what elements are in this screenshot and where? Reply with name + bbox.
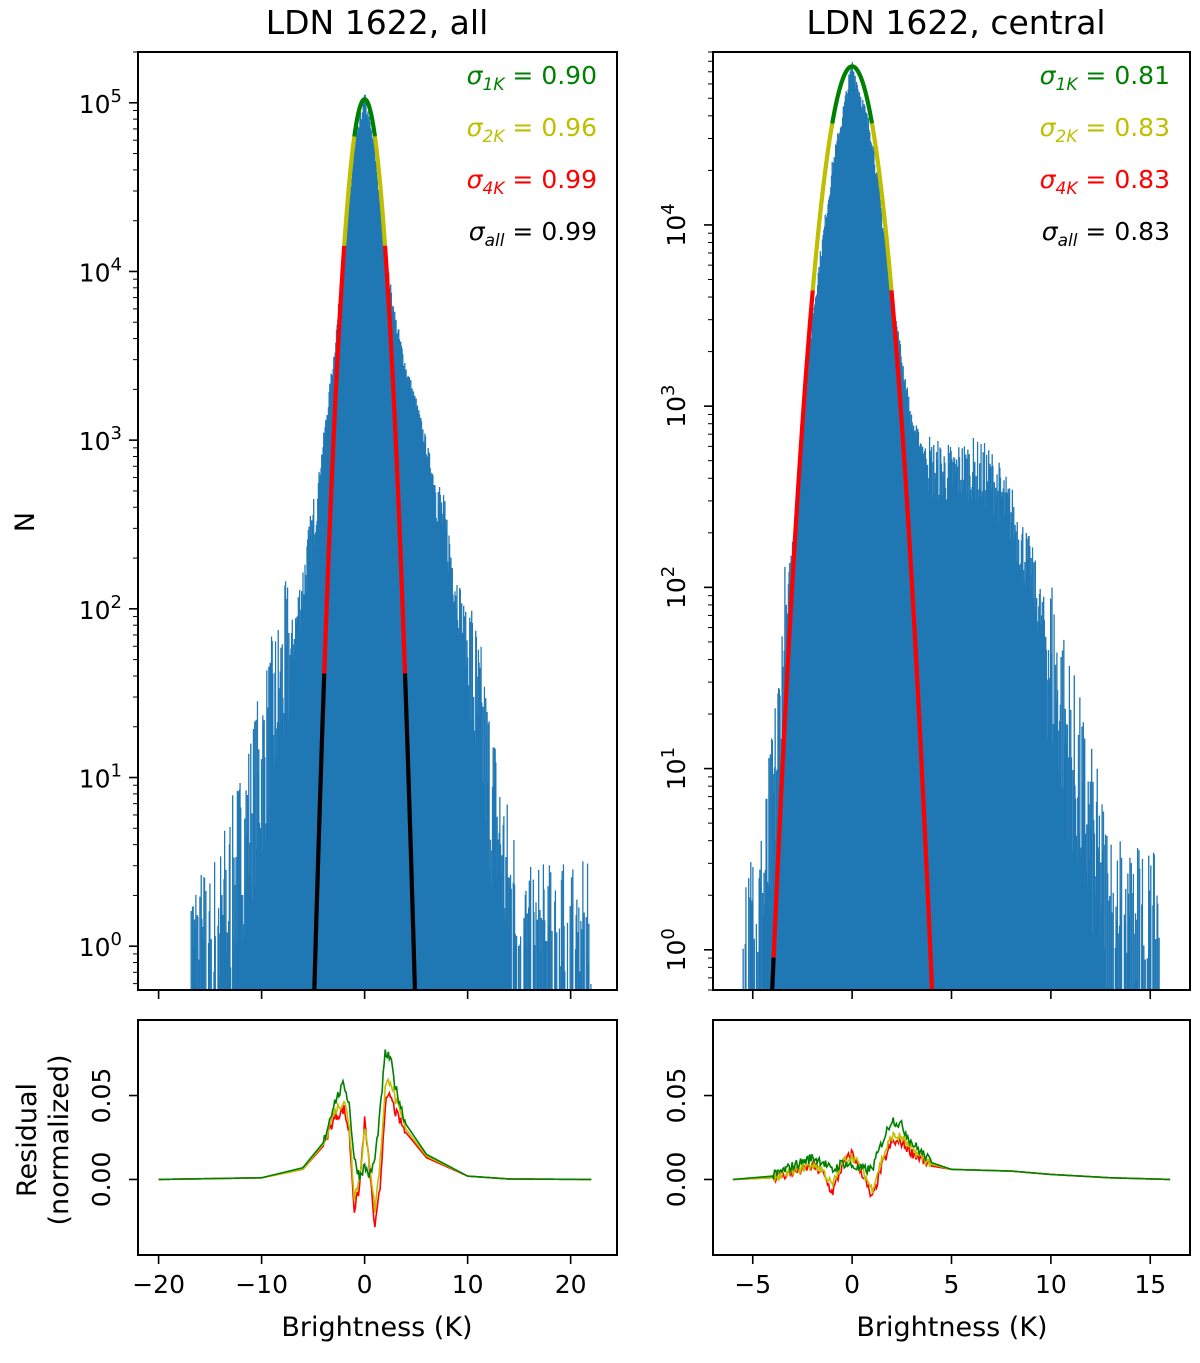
residual-panel-all: −20 −10 0 10 20 0.00 0.05 (87, 1019, 618, 1299)
hist-all-bars (189, 94, 592, 990)
histogram-central: 100 101 102 103 104 σ1K = 0.81 σ2K = 0.83 σ4K =… (658, 51, 1191, 999)
residual-residual_central-line-2K (732, 1131, 1171, 1194)
hist-central-fit-segment (830, 64, 875, 124)
panel-all: LDN 1622, all 100 101 102 103 104 105 σ1K = 0.… (79, 3, 618, 999)
hist-all-frame (137, 51, 618, 991)
residual-residual_all-ytick-label: 0.05 (87, 1068, 116, 1124)
residual-residual_central-xtick-label: −5 (734, 1270, 771, 1299)
hist-all-fit-segment (352, 97, 378, 137)
x-axis-label-central: Brightness (K) (856, 1312, 1047, 1343)
residual-residual_all-line-1K (158, 1049, 592, 1181)
residual-residual_all-lines (158, 1049, 592, 1228)
hist-all-ytick-label: 100 (79, 929, 122, 962)
panel-central: LDN 1622, central 100 101 102 103 104 σ1K = 0… (658, 3, 1191, 999)
residual-residual_central-ytick-label: 0.05 (662, 1068, 691, 1124)
residual-residual_central-lines (732, 1117, 1171, 1198)
hist-all-ytick-label: 105 (79, 86, 122, 119)
hist-all-sigma-annotation: σ4K = 0.99 (467, 165, 597, 199)
hist-all-fit-segment (402, 673, 418, 990)
hist-central-ytick-label: 101 (658, 747, 691, 790)
hist-central-bars (742, 62, 1161, 990)
residual-residual_central-xtick-label: 10 (1035, 1270, 1067, 1299)
panel-title-all: LDN 1622, all (266, 3, 489, 42)
residual-residual_all-ytick-label: 0.00 (87, 1152, 116, 1208)
hist-all-sigma-annotation: σall = 0.99 (469, 217, 597, 251)
residual-residual_central-xtick-label: 15 (1134, 1270, 1166, 1299)
y-axis-label-residual-line1: Residual (12, 1083, 43, 1197)
y-axis-label-residual-line2: (normalized) (44, 1054, 75, 1225)
hist-central-fit-segment (889, 290, 935, 990)
hist-central-ytick-label: 102 (658, 566, 691, 609)
hist-all-sigma-annotation: σ2K = 0.96 (467, 113, 597, 147)
hist-central-ytick-label: 103 (658, 385, 691, 428)
hist-central-bar-area (742, 62, 1161, 990)
residual-residual_all-line-2K (158, 1077, 592, 1213)
y-axis-label-main: N (10, 512, 41, 532)
x-axis-label-all: Brightness (K) (281, 1312, 472, 1343)
panel-title-central: LDN 1622, central (806, 3, 1105, 42)
hist-all-sigma-annotation: σ1K = 0.90 (467, 61, 597, 95)
hist-all-fit-segment (342, 136, 357, 246)
hist-all-fit-segment (382, 245, 408, 674)
hist-central-sigma-annotation: σ2K = 0.83 (1040, 113, 1170, 147)
hist-central-fit-segment (770, 957, 776, 990)
residual-residual_central-ytick-label: 0.00 (662, 1152, 691, 1208)
hist-all-ytick-label: 104 (79, 254, 122, 287)
hist-central-sigma-annotation: σ1K = 0.81 (1040, 61, 1170, 95)
hist-all-fit-segment (312, 673, 327, 990)
residual-residual_all-xtick-label: 20 (555, 1270, 587, 1299)
hist-all-ytick-label: 102 (79, 592, 122, 625)
residual-residual_central-line-1K (732, 1117, 1171, 1181)
hist-all-ytick-label: 101 (79, 761, 122, 794)
residual-residual_central-xtick-label: 0 (844, 1270, 860, 1299)
hist-central-ytick-label: 100 (658, 928, 691, 971)
residual-residual_all-xtick-label: 10 (452, 1270, 484, 1299)
hist-all-fit-segment (372, 136, 388, 246)
hist-all-ytick-label: 103 (79, 423, 122, 456)
residual-residual_all-xtick-label: 0 (357, 1270, 373, 1299)
hist-central-fit-segment (869, 123, 894, 291)
residual-residual_central-xtick-label: 5 (944, 1270, 960, 1299)
hist-central-ytick-label: 104 (658, 203, 691, 246)
hist-central-fit-segment (771, 290, 815, 958)
hist-central-sigma-annotation: σ4K = 0.83 (1040, 165, 1170, 199)
histogram-all: 100 101 102 103 104 105 σ1K = 0.90 σ2K = 0.96 σ4… (79, 51, 618, 999)
residual-panel-central: −5 0 5 10 15 0.00 0.05 (662, 1019, 1191, 1299)
hist-central-sigma-annotation: σall = 0.83 (1042, 217, 1170, 251)
residual-residual_all-frame (137, 1019, 618, 1256)
hist-central-fit-segment (810, 123, 835, 291)
residual-residual_all-xtick-label: −20 (132, 1270, 185, 1299)
residual-residual_all-xtick-label: −10 (235, 1270, 288, 1299)
residual-residual_central-frame (712, 1019, 1191, 1256)
hist-all-fit-segment (322, 245, 347, 674)
